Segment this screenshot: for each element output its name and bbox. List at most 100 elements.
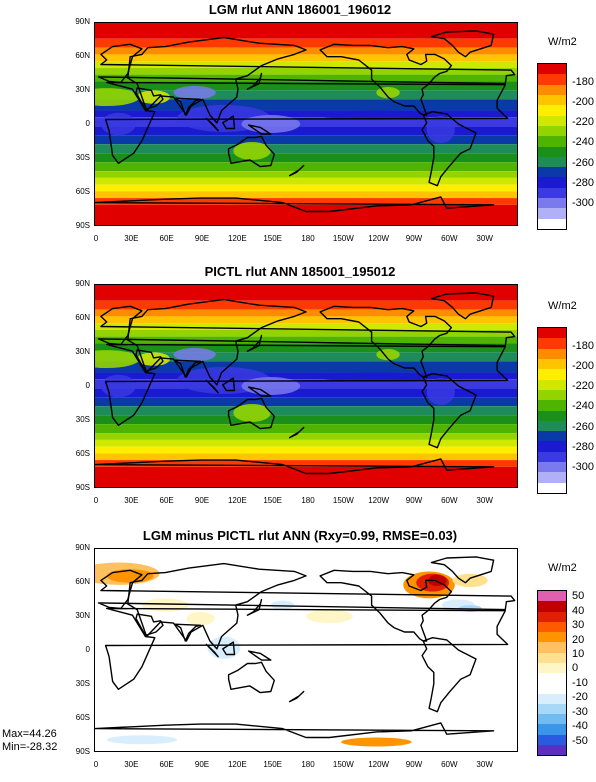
colorbar-tick-label: -180 — [572, 76, 595, 89]
lat-tick-label: 60N — [75, 577, 90, 586]
lat-tick-label: 0 — [85, 119, 90, 128]
colorbar-swatch — [538, 693, 566, 704]
colorbar-swatch — [538, 652, 566, 663]
colorbar-swatch — [538, 64, 566, 75]
colorbar-swatch — [538, 462, 566, 473]
min-label: Min=-28.32 — [2, 741, 58, 753]
panel-title: LGM rlut ANN 186001_196012 — [208, 2, 392, 17]
colorbar-swatch — [538, 400, 566, 411]
panel-pictl: PICTL rlut ANN 185001_195012 90N 60N 30N 0 3… — [0, 262, 596, 526]
colorbar-tick-label: -300 — [572, 460, 595, 473]
colorbar-swatch — [538, 472, 566, 483]
colorbar-swatch — [538, 389, 566, 401]
lat-tick-label: 30S — [75, 415, 90, 424]
lat-tick-label: 30N — [75, 347, 90, 356]
lon-tick-label: 150W — [332, 496, 354, 505]
panel-title: LGM minus PICTL rlut ANN (Rxy=0.99, RMSE… — [142, 528, 458, 543]
colorbar-swatch — [538, 441, 566, 452]
lat-tick-label: 30N — [75, 85, 90, 94]
lat-tick-label: 90S — [75, 483, 90, 492]
colorbar-swatch — [538, 410, 566, 421]
lat-tick-label: 60S — [75, 187, 90, 196]
colorbar-swatch — [538, 156, 566, 168]
lat-tick-label: 60S — [75, 713, 90, 722]
lon-tick-label: 0 — [93, 496, 99, 505]
lon-tick-label: 60W — [441, 234, 458, 243]
lon-tick-label: 30W — [476, 234, 493, 243]
colorbar-swatch — [538, 74, 566, 85]
lat-tick-label: 60N — [75, 51, 90, 60]
lon-tick-label: 150W — [332, 760, 354, 769]
colorbar-tick-label: 50 — [572, 590, 585, 603]
lon-tick-label: 180 — [301, 760, 315, 769]
lon-tick-label: 120W — [368, 234, 390, 243]
colorbar-swatch — [538, 724, 566, 735]
colorbar-swatch — [538, 167, 566, 178]
colorbar-swatch — [538, 328, 566, 339]
colorbar-swatch — [538, 420, 566, 432]
colorbar-swatch — [538, 146, 566, 157]
lat-tick-label: 90N — [75, 543, 90, 552]
colorbar-swatch — [538, 611, 566, 622]
units-label: W/m2 — [548, 562, 577, 574]
lon-tick-label: 150E — [263, 234, 282, 243]
colorbar-swatch — [538, 642, 566, 653]
colorbar-swatch — [538, 632, 566, 643]
colorbar-swatch — [538, 105, 566, 116]
colorbar-tick-label: -280 — [572, 176, 595, 189]
lon-tick-label: 60E — [159, 496, 174, 505]
colorbar-swatch — [538, 431, 566, 442]
colorbar-swatch — [538, 115, 566, 126]
coastlines — [95, 292, 516, 475]
lon-tick-label: 90W — [405, 496, 423, 505]
colorbar-swatch — [538, 591, 566, 602]
colorbar-tick-label: -20 — [572, 691, 588, 704]
lon-tick-label: 120W — [368, 496, 390, 505]
colorbar-tick-label: -50 — [572, 734, 588, 747]
colorbar-swatch — [538, 94, 566, 106]
map-pictl — [94, 284, 518, 488]
colorbar-tick-label: 30 — [572, 619, 585, 632]
colorbar-tick-label: -40 — [572, 720, 588, 733]
lon-tick-label: 120E — [227, 760, 247, 769]
lat-tick-label: 0 — [85, 381, 90, 390]
map-lgm — [94, 22, 518, 226]
colorbar-swatch — [538, 379, 566, 390]
map-diff — [94, 548, 518, 752]
lat-tick-label: 60S — [75, 449, 90, 458]
colorbar-tick-label: -240 — [572, 136, 595, 149]
lon-tick-label: 150W — [332, 234, 354, 243]
max-label: Max=44.26 — [2, 728, 57, 740]
colorbar-swatch — [538, 703, 566, 714]
lon-tick-label: 90E — [194, 234, 210, 243]
panel-lgm: LGM rlut ANN 186001_196012 90N 60N 30N 0 30S… — [0, 0, 596, 262]
colorbar-swatch — [538, 601, 566, 612]
lon-tick-label: 120E — [227, 496, 247, 505]
lon-tick-label: 60E — [159, 234, 174, 243]
colorbar-swatch — [538, 369, 566, 380]
colorbar — [537, 63, 567, 230]
colorbar — [537, 327, 567, 494]
lon-tick-label: 90W — [405, 234, 423, 243]
colorbar-swatch — [538, 673, 566, 684]
lon-tick-label: 60W — [441, 496, 458, 505]
coastlines — [95, 556, 516, 739]
colorbar-tick-label: -220 — [572, 116, 595, 129]
lat-tick-label: 0 — [85, 645, 90, 654]
panel-diff: LGM minus PICTL rlut ANN (Rxy=0.99, RMSE… — [0, 526, 596, 782]
colorbar-tick-label: -10 — [572, 676, 588, 689]
colorbar-swatch — [538, 662, 566, 673]
lon-tick-label: 30W — [476, 496, 493, 505]
colorbar-swatch — [538, 187, 566, 199]
lon-tick-label: 90E — [194, 496, 210, 505]
colorbar-tick-label: -200 — [572, 360, 595, 373]
coastlines — [95, 30, 516, 213]
colorbar-swatch — [538, 208, 566, 219]
colorbar-tick-label: -200 — [572, 96, 595, 109]
colorbar-tick-label: -240 — [572, 400, 595, 413]
lat-tick-label: 30S — [75, 153, 90, 162]
lon-tick-label: 0 — [93, 234, 99, 243]
colorbar-swatch — [538, 482, 566, 493]
lon-tick-label: 30E — [124, 760, 139, 769]
colorbar-tick-label: 10 — [572, 647, 585, 660]
